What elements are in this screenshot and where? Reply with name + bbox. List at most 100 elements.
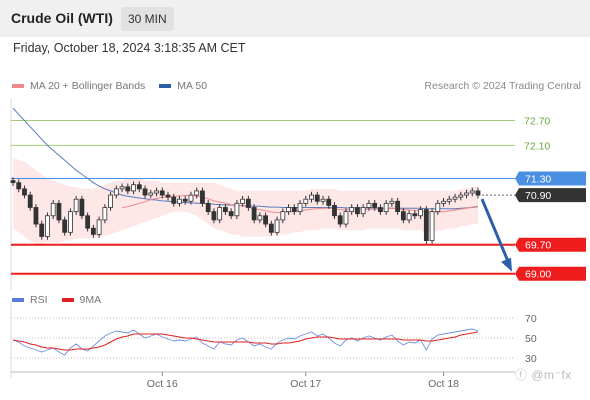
x-tick-label: Oct 17	[290, 378, 321, 390]
candle	[200, 187, 205, 207]
candle	[320, 195, 326, 205]
candle-body	[372, 202, 378, 208]
candle-body	[314, 194, 320, 202]
level-label: 72.10	[524, 140, 550, 152]
level-label: 72.70	[524, 116, 550, 128]
candle-body	[68, 211, 73, 233]
candle	[119, 183, 125, 193]
level-tag	[515, 188, 586, 203]
candle-body	[378, 207, 383, 213]
candle-body	[10, 180, 16, 184]
level-72-10: 72.10	[11, 140, 550, 152]
candle-body	[62, 219, 68, 233]
candle	[412, 210, 418, 220]
rsi-swatch	[12, 298, 24, 302]
level-69-00: 69.00	[11, 266, 586, 281]
candle	[337, 212, 343, 228]
candle-body	[452, 196, 458, 200]
ma50-label: MA 50	[177, 80, 208, 92]
ma20-swatch	[12, 84, 24, 88]
candle	[10, 177, 16, 186]
candle	[223, 204, 228, 215]
candle	[251, 204, 257, 224]
candle-body	[297, 202, 303, 213]
candles	[10, 177, 481, 244]
rsi-tick-label: 30	[525, 353, 537, 365]
candle	[90, 224, 96, 238]
candle	[56, 200, 62, 224]
level-tag	[515, 237, 586, 252]
candle	[429, 208, 435, 244]
level-label: 70.90	[525, 190, 551, 202]
candle-body	[154, 190, 159, 194]
report-timestamp: Friday, October 18, 2024 3:18:35 AM CET	[13, 41, 246, 55]
candle-body	[33, 207, 39, 225]
candle	[240, 195, 246, 207]
candle	[274, 216, 280, 236]
candle-body	[446, 198, 452, 202]
level-70-90: 70.90	[478, 188, 586, 203]
candle	[159, 187, 165, 199]
level-label: 69.00	[525, 269, 551, 281]
candle	[79, 195, 85, 220]
candle-body	[73, 198, 79, 213]
candle	[245, 195, 251, 211]
candle	[39, 220, 45, 240]
candle	[343, 208, 349, 228]
candle	[355, 204, 360, 218]
candle-body	[56, 202, 62, 221]
candle	[464, 189, 469, 199]
level-69-70: 69.70	[11, 237, 586, 252]
candle	[217, 204, 223, 224]
candle	[326, 195, 332, 209]
candle-body	[165, 194, 171, 198]
watermark-logo: ⓕ @m⁻fx	[515, 368, 572, 382]
candle-body	[383, 202, 389, 213]
candle	[102, 204, 108, 224]
candle-body	[96, 219, 102, 235]
candle-body	[441, 200, 446, 204]
candle	[406, 210, 412, 224]
candle-body	[435, 202, 441, 213]
candle	[68, 208, 73, 236]
candle-body	[171, 196, 177, 204]
ma9-label: 9MA	[79, 294, 102, 306]
legend-rsi: RSI	[12, 294, 48, 306]
candle-body	[274, 219, 280, 233]
candle-body	[113, 188, 119, 196]
candle	[142, 185, 148, 199]
candle-body	[291, 207, 297, 213]
rsi-tick-label: 50	[525, 333, 537, 345]
candle-body	[280, 211, 286, 221]
candle	[349, 204, 355, 215]
candle	[297, 200, 303, 215]
candle	[303, 195, 309, 207]
rsi-label: RSI	[30, 294, 48, 306]
candle-body	[366, 202, 372, 208]
candle	[395, 197, 401, 215]
candle	[400, 208, 406, 224]
candle-body	[240, 198, 246, 204]
bollinger-band	[13, 157, 478, 245]
candle-body	[125, 186, 131, 192]
candle-body	[418, 209, 423, 217]
candle	[33, 204, 39, 228]
level-72-70: 72.70	[11, 116, 550, 128]
candle	[360, 204, 366, 218]
instrument-title: Crude Oil (WTI)	[11, 10, 113, 26]
candle-body	[286, 207, 291, 213]
candle-body	[395, 200, 401, 213]
candle	[73, 195, 79, 215]
level-tag	[515, 266, 586, 281]
rsi-tick-label: 70	[525, 313, 537, 325]
candle-body	[326, 198, 332, 206]
candle-body	[234, 202, 240, 217]
candle	[148, 189, 154, 199]
candle	[205, 200, 211, 215]
interval-button[interactable]: 30 MIN	[121, 7, 174, 31]
candle	[108, 191, 113, 211]
candle	[446, 195, 452, 205]
candle-body	[27, 194, 33, 208]
candle	[136, 181, 142, 193]
